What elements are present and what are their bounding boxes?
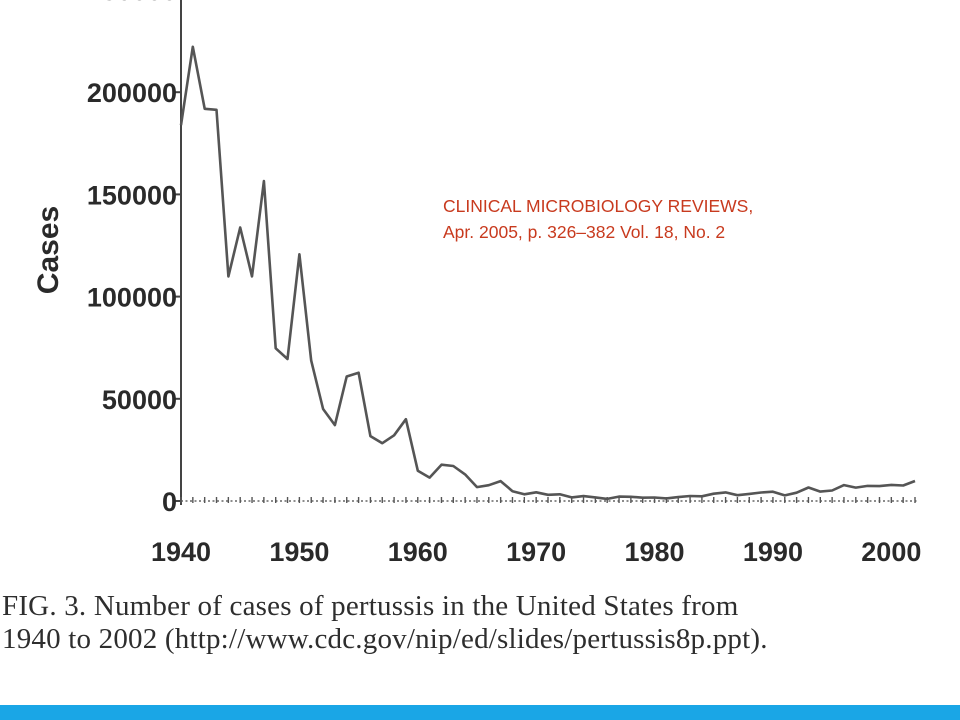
footer-accent-bar [0, 705, 960, 720]
x-tick-label: 1940 [151, 537, 211, 567]
y-tick-label: 0 [162, 487, 177, 517]
x-tick-label: 1960 [388, 537, 448, 567]
x-tick-label: 2000 [861, 537, 921, 567]
journal-citation: CLINICAL MICROBIOLOGY REVIEWS, Apr. 2005… [443, 193, 753, 245]
y-axis-ticks: 250000 200000 150000 100000 50000 0 [87, 0, 181, 517]
x-tick-label: 1970 [506, 537, 566, 567]
y-tick-label: 100000 [87, 283, 177, 313]
cases-series-line [179, 45, 916, 501]
citation-line-2: Apr. 2005, p. 326–382 Vol. 18, No. 2 [443, 222, 726, 242]
figure-caption: FIG. 3. Number of cases of pertussis in … [2, 590, 952, 656]
y-tick-label: 250000 [87, 0, 177, 6]
caption-line-1: FIG. 3. Number of cases of pertussis in … [2, 590, 739, 622]
caption-line-2: 1940 to 2002 (http://www.cdc.gov/nip/ed/… [2, 623, 768, 655]
x-tick-label: 1990 [743, 537, 803, 567]
x-tick-label: 1950 [269, 537, 329, 567]
y-tick-label: 150000 [87, 180, 177, 210]
citation-line-1: CLINICAL MICROBIOLOGY REVIEWS, [443, 196, 754, 216]
y-axis-title: Cases [32, 206, 65, 294]
x-axis-dotted-baseline [180, 497, 917, 503]
y-tick-label: 200000 [87, 78, 177, 108]
x-tick-label: 1980 [625, 537, 685, 567]
x-axis-ticks: 1940 1950 1960 1970 1980 1990 2000 [151, 537, 921, 567]
y-tick-label: 50000 [102, 385, 177, 415]
